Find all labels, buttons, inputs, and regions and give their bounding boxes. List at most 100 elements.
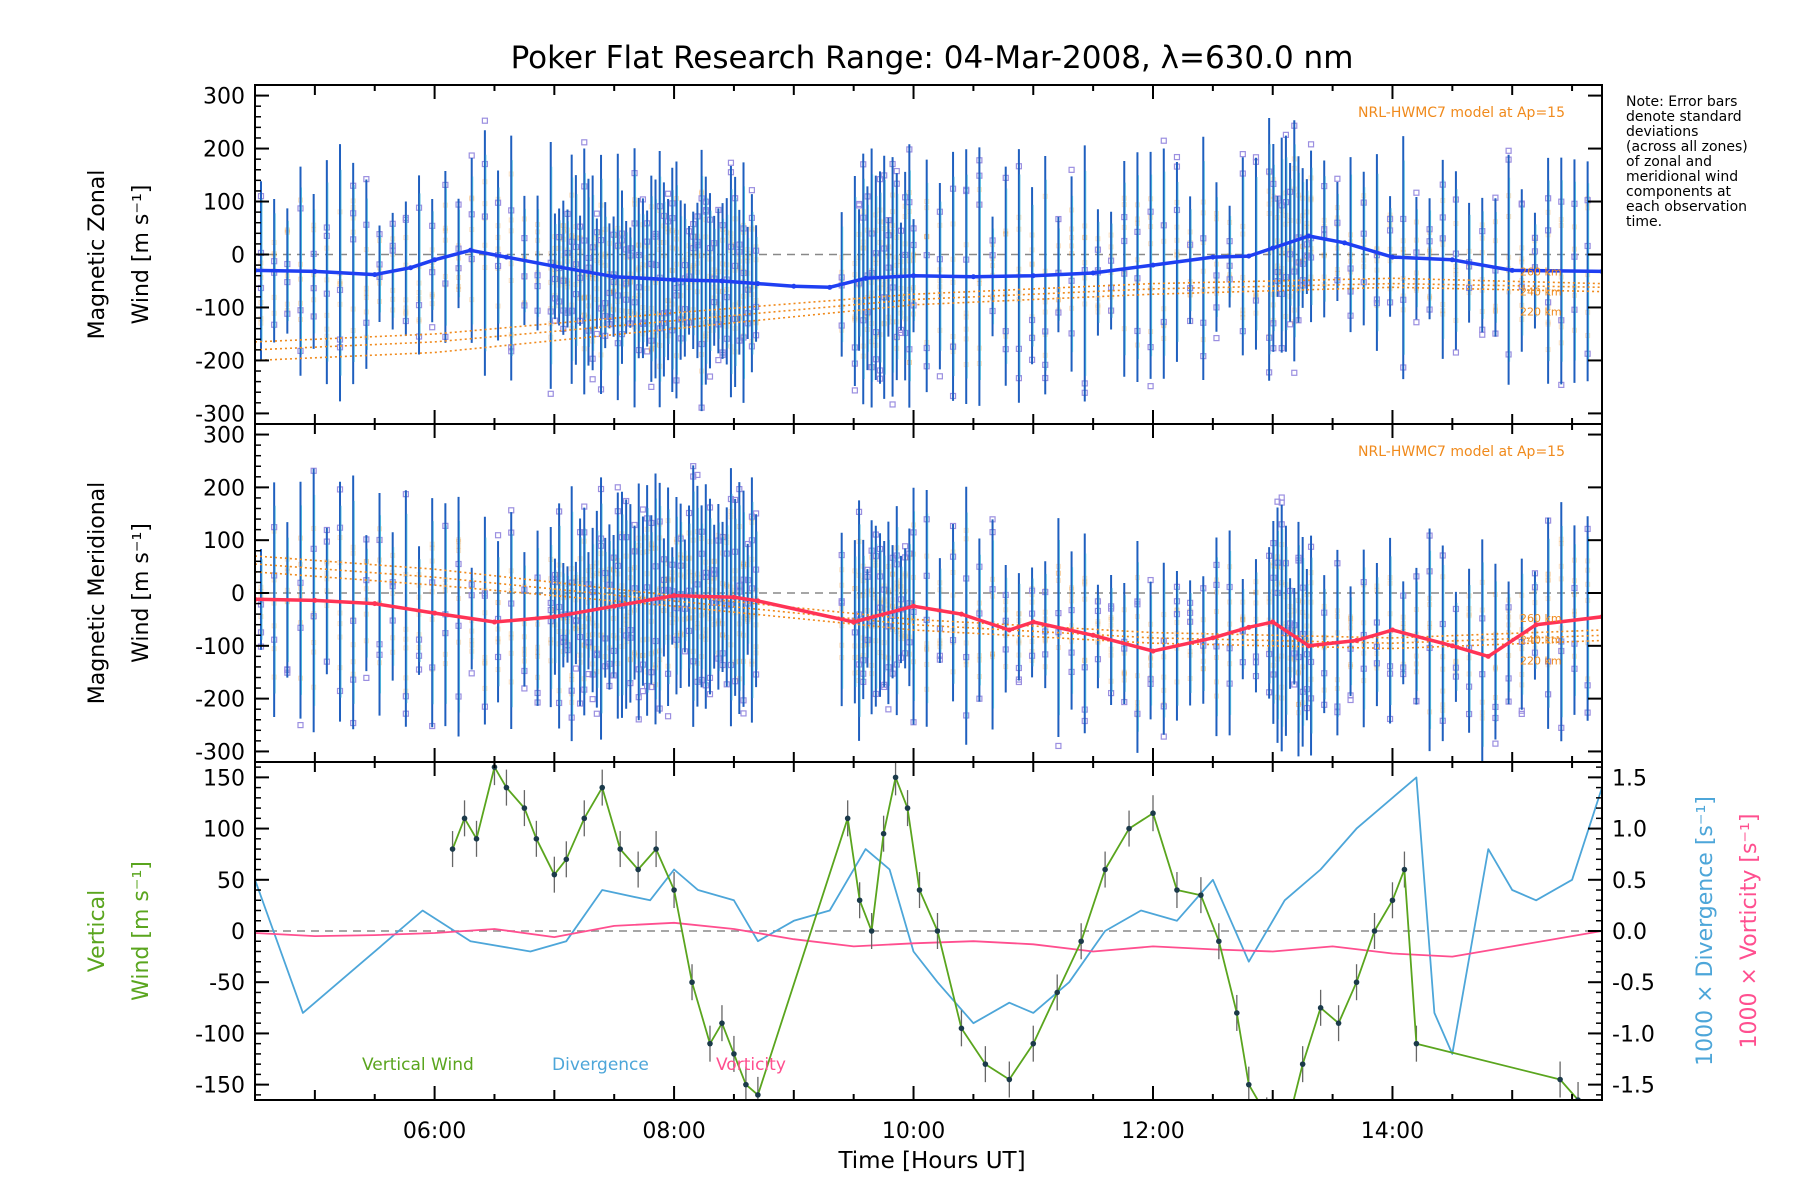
obs-outlier	[936, 373, 943, 380]
mean-wind-point	[1509, 267, 1515, 273]
y-tick-label: 50	[217, 869, 245, 894]
vertical-wind-point	[449, 846, 456, 852]
mean-wind-point	[1449, 257, 1455, 263]
model-altitude-label: 240 km	[1520, 285, 1562, 298]
mean-wind-point	[755, 598, 761, 604]
mean-wind-point	[372, 272, 378, 278]
obs-outlier	[851, 387, 858, 394]
y-tick-label: 100	[203, 191, 245, 216]
obs-outlier	[363, 674, 370, 682]
vertical-wind-point	[1371, 928, 1378, 934]
vertical-wind-point	[868, 928, 875, 934]
y-axis-label-vorticity: 1000 × Vorticity [s⁻¹]	[1737, 814, 1762, 1049]
obs-outlier	[715, 357, 722, 364]
model-altitude-label: 220 km	[1520, 655, 1562, 668]
obs-outlier	[706, 373, 714, 380]
obs-outlier	[664, 713, 672, 720]
obs-outlier	[664, 190, 672, 197]
model-curve	[255, 286, 1602, 362]
obs-outlier	[1239, 151, 1246, 158]
mean-wind-point	[911, 273, 917, 279]
x-tick-label: 06:00	[403, 1119, 466, 1144]
vertical-wind-point	[1299, 1061, 1306, 1067]
obs-outlier	[1413, 319, 1420, 326]
vertical-wind-point	[916, 887, 923, 893]
y-tick-label: 0	[231, 920, 245, 945]
y-tick-label: -1.0	[1612, 1022, 1655, 1047]
y-axis-label: Magnetic Meridional	[85, 482, 110, 704]
vertical-wind-point	[1557, 1076, 1563, 1083]
note-line: denote standard	[1626, 109, 1742, 125]
mean-wind-point	[1090, 632, 1096, 638]
mean-wind-point	[408, 265, 414, 271]
obs-outlier	[694, 471, 701, 479]
mean-wind-point	[719, 278, 725, 284]
legend-entry: Divergence	[552, 1055, 649, 1075]
model-curve	[255, 277, 1602, 343]
vertical-wind-panel: 06:00 08:00 10:00 12:00 14:00 150 100 50 0 -50 -10…	[85, 761, 1762, 1144]
vertical-wind-point	[617, 846, 623, 852]
vertical-wind-point	[1335, 1020, 1342, 1026]
mean-wind-point	[1306, 233, 1312, 239]
vertical-wind-point	[533, 836, 540, 842]
vertical-wind-point	[1234, 1010, 1240, 1016]
note-line: time.	[1626, 214, 1662, 230]
obs-outlier	[1278, 494, 1285, 501]
mean-wind-point	[958, 611, 964, 617]
mean-wind-point	[1030, 273, 1036, 279]
obs-outlier	[727, 159, 735, 166]
mean-wind-point	[911, 603, 917, 609]
mean-wind-point	[432, 257, 438, 263]
mean-wind-point	[1485, 653, 1491, 659]
vertical-wind-point	[1054, 989, 1061, 996]
mean-wind-point	[1270, 619, 1276, 625]
vertical-wind-point	[856, 897, 863, 904]
y-tick-label: 0	[231, 244, 245, 269]
vertical-wind-point	[599, 784, 606, 791]
obs-outlier	[429, 324, 436, 331]
obs-outlier	[468, 152, 475, 159]
note-line: of zonal and	[1626, 154, 1712, 170]
vertical-wind-point	[1126, 825, 1132, 832]
figure-title: Poker Flat Research Range: 04-Mar-2008, …	[511, 40, 1354, 76]
y-tick-label: 0	[231, 582, 245, 607]
vertical-wind-point	[844, 815, 851, 822]
mean-wind-point	[863, 275, 869, 281]
mean-wind-point	[1150, 648, 1156, 654]
obs-outlier	[1274, 498, 1281, 505]
y-tick-label: 300	[203, 424, 245, 449]
vertical-wind-point	[1317, 1005, 1324, 1011]
vertical-wind-point	[503, 784, 510, 791]
obs-outlier	[468, 670, 475, 677]
vertical-wind-point	[743, 1081, 749, 1088]
mean-wind-point	[611, 603, 617, 609]
mean-wind-point	[503, 254, 509, 260]
y-tick-label: -100	[195, 635, 245, 660]
obs-outlier	[589, 696, 596, 703]
mean-wind-point	[468, 247, 474, 253]
vertical-wind-point	[461, 815, 468, 822]
y-tick-label: 200	[203, 138, 245, 163]
vertical-wind-point	[1353, 979, 1360, 986]
mean-wind-point	[1342, 240, 1348, 246]
mean-wind-point	[312, 268, 318, 274]
note-line: meridional wind	[1626, 169, 1738, 185]
note-line: each observation	[1626, 199, 1747, 215]
y-axis-label-divergence: 1000 × Divergence [s⁻¹]	[1693, 796, 1718, 1066]
mean-wind-point	[611, 274, 617, 280]
obs-outlier	[1518, 710, 1525, 718]
y-tick-label: -300	[195, 740, 245, 765]
mean-wind-point	[970, 274, 976, 280]
y-tick-label: 200	[203, 476, 245, 501]
model-curve	[255, 571, 1602, 650]
model-curve	[255, 563, 1602, 645]
vertical-wind-point	[892, 774, 899, 781]
mean-wind-point	[827, 284, 833, 290]
obs-outlier	[1173, 153, 1181, 161]
obs-outlier	[855, 202, 863, 209]
model-curve	[255, 282, 1602, 351]
obs-outlier	[297, 721, 304, 729]
obs-outlier	[585, 670, 592, 678]
mean-wind-point	[755, 281, 761, 287]
obs-outlier	[481, 117, 488, 124]
